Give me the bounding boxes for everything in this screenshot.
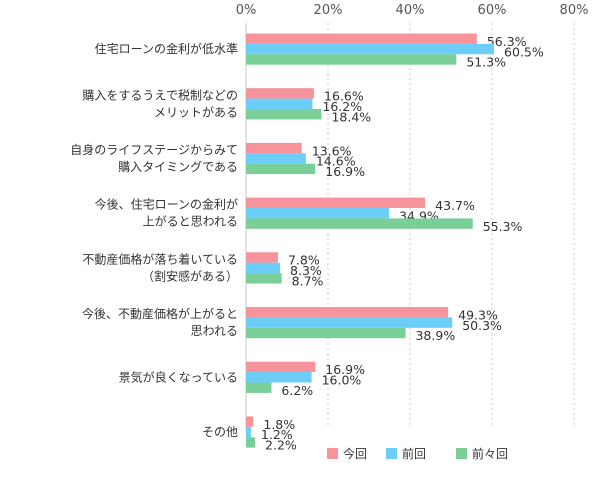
category-label: メリットがある [154,104,238,119]
category-label: （割安感がある） [142,268,238,283]
data-label: 14.6% [316,154,356,169]
bar [246,88,315,99]
data-label: 38.9% [415,328,455,343]
data-label: 8.3% [290,263,322,278]
tick-label: 20% [314,3,343,18]
category-label: その他 [202,425,238,439]
data-label: 43.7% [435,198,475,213]
data-label: 16.6% [324,89,364,104]
category-label: 購入タイミングである [118,160,238,174]
bar [246,317,453,328]
data-label: 8.7% [292,274,324,289]
data-label: 6.2% [281,383,313,398]
legend-swatch [456,448,467,459]
category-label: 自身のライフステージからみて [70,142,238,157]
legend-label: 前回 [402,446,426,461]
data-label: 56.3% [487,34,527,49]
category-label: 不動産価格が落ち着いている [82,251,238,266]
data-label: 16.2% [322,99,362,114]
data-label: 13.6% [312,143,352,158]
data-label: 16.9% [325,362,365,377]
category-label: 購入をするうえで税制などの [82,88,238,102]
bar [246,372,312,383]
bar [246,142,302,154]
data-label: 51.3% [466,55,506,70]
data-label: 1.2% [261,427,293,442]
bar [246,273,282,284]
data-label: 2.2% [265,438,297,453]
data-label: 1.8% [263,417,295,432]
bar [246,262,281,274]
tick-label: 0% [236,3,257,18]
data-label: 16.0% [322,373,362,388]
bar [246,54,457,65]
bar [246,361,316,373]
bar [246,307,449,318]
category-label: 住宅ローンの金利が低水準 [95,41,238,56]
legend-label: 前々回 [472,446,508,461]
bar [246,153,306,164]
bar [246,163,316,175]
bar [246,43,495,55]
data-label: 16.9% [325,164,365,179]
data-label: 55.3% [483,219,523,234]
bar [246,109,322,120]
tick-label: 60% [478,3,507,18]
data-label: 50.3% [462,318,502,333]
tick-label: 80% [560,3,589,18]
legend-swatch [327,448,338,459]
bar [246,327,406,339]
category-label: 今後、住宅ローンの金利が [95,197,238,212]
legend-label: 今回 [343,446,367,461]
bar [246,197,426,208]
data-label: 7.8% [288,253,320,268]
legend-swatch [386,448,397,459]
bar [246,218,473,229]
bar [246,382,272,393]
bar [246,252,278,263]
bar [246,98,313,109]
bar [246,208,390,219]
category-label: 思われる [191,324,238,338]
bar [246,416,254,427]
category-label: 今後、不動産価格が上がると [82,306,238,321]
category-label: 景気が良くなっている [119,369,238,384]
data-label: 49.3% [458,307,498,322]
bar [246,33,477,44]
category-label: 上がると思われる [143,214,238,229]
bar [246,437,256,448]
data-label: 60.5% [504,44,544,59]
bar [246,426,251,438]
data-label: 18.4% [331,109,371,124]
tick-label: 40% [396,3,425,18]
